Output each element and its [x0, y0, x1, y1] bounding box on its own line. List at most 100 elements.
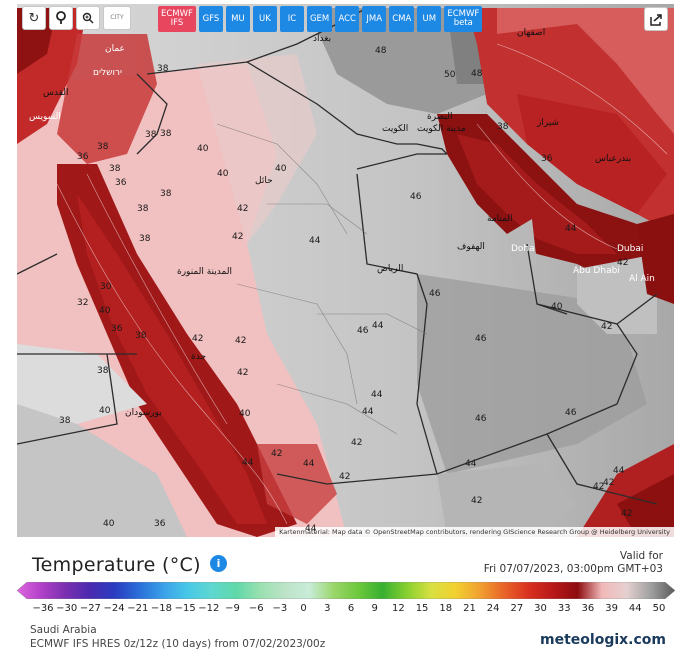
model-button-um[interactable]: UM: [417, 6, 442, 32]
city-label: اصفهان: [517, 28, 546, 38]
temperature-value: 36: [77, 152, 89, 162]
scale-tick: 30: [534, 603, 547, 614]
model-button-acc[interactable]: ACC: [335, 6, 360, 32]
model-button-mu[interactable]: MU: [225, 6, 250, 32]
temperature-value: 46: [475, 334, 487, 344]
temperature-value: 42: [232, 232, 244, 242]
temperature-value: 48: [375, 46, 387, 56]
temperature-value: 44: [465, 459, 477, 469]
temperature-value: 38: [145, 130, 157, 140]
model-label: MU: [231, 13, 245, 24]
temperature-value: 44: [303, 459, 315, 469]
map-tools: ↻ CITY: [22, 6, 131, 31]
temperature-value: 44: [371, 390, 383, 400]
info-icon[interactable]: i: [210, 555, 227, 572]
scale-tick: 44: [628, 603, 642, 614]
scale-tick: −21: [127, 603, 149, 614]
model-button-gfs[interactable]: GFS: [198, 6, 223, 32]
city-label: مدينة الكويت: [417, 124, 466, 134]
scale-tick: −12: [198, 603, 220, 614]
scale-tick: −36: [32, 603, 54, 614]
city-label: Al Ain: [629, 274, 655, 284]
temperature-value: 40: [239, 409, 251, 419]
model-button-gem[interactable]: GEM: [306, 6, 333, 32]
city-label: الرياض: [377, 264, 404, 274]
brand-logo: meteologix.com: [540, 632, 666, 648]
temperature-value: 50: [444, 70, 456, 80]
temperature-value: 40: [217, 169, 229, 179]
temperature-value: 38: [157, 64, 169, 74]
temperature-value: 38: [160, 189, 172, 199]
scale-tick: 33: [557, 603, 571, 614]
temperature-value: 38: [59, 416, 71, 426]
refresh-icon: ↻: [28, 10, 40, 26]
temperature-value: 40: [551, 302, 563, 312]
temperature-value: 46: [429, 289, 441, 299]
model-button-uk[interactable]: UK: [252, 6, 277, 32]
model-button-jma[interactable]: JMA: [362, 6, 387, 32]
valid-time: Valid for Fri 07/07/2023, 03:00pm GMT+03: [484, 550, 663, 576]
temperature-value: 42: [617, 258, 629, 268]
city-label: بندرعباس: [595, 154, 632, 164]
color-scale-ticks: −36 −30 −27 −24 −21 −18 −15 −12 −9 −6 −3 0 3 6 9 12 15 18…: [17, 603, 675, 617]
model-button-ic[interactable]: IC: [279, 6, 304, 32]
temperature-value: 38: [97, 142, 109, 152]
zoom-button[interactable]: [76, 6, 100, 30]
temperature-value: 46: [357, 326, 369, 336]
city-label: بغداد: [313, 34, 332, 44]
city-label: حائل: [255, 176, 273, 186]
temperature-value: 38: [497, 122, 509, 132]
model-button-cma[interactable]: CMA: [389, 6, 415, 32]
temperature-value: 48: [471, 69, 483, 79]
city-label: المنامة: [487, 214, 513, 224]
model-button-ecmwf-ifs[interactable]: ECMWF IFS: [158, 6, 196, 32]
temperature-value: 32: [77, 298, 89, 308]
scale-tick: 3: [324, 603, 331, 614]
share-button[interactable]: [644, 7, 668, 31]
city-toggle-button[interactable]: CITY: [103, 6, 131, 30]
model-selector: ECMWF IFS GFS MU UK IC GEM ACC JMA CMA UM ECMWF beta: [158, 6, 483, 32]
map-attribution: Kartenmaterial: Map data © OpenStreetMap…: [275, 527, 674, 537]
scale-tick: 12: [392, 603, 405, 614]
legend-title: Temperature (°C): [32, 554, 201, 576]
temperature-value: 36: [115, 178, 127, 188]
refresh-button[interactable]: ↻: [22, 6, 46, 30]
city-label: البصرة: [427, 112, 453, 122]
city-label: الهفوف: [457, 242, 485, 252]
scale-tick: 6: [347, 603, 355, 614]
model-label: GEM: [309, 13, 330, 24]
temperature-value: 38: [135, 331, 147, 341]
temperature-value: 36: [111, 324, 123, 334]
temperature-value: 36: [541, 154, 553, 164]
temperature-value: 38: [97, 366, 109, 376]
temperature-value: 42: [603, 478, 615, 488]
scale-tick: −3: [272, 603, 288, 614]
temperature-map[interactable]: Kartenmaterial: Map data © OpenStreetMap…: [17, 4, 674, 537]
model-label: IC: [287, 13, 297, 24]
model-sublabel: beta: [453, 18, 473, 28]
valid-label: Valid for: [619, 550, 663, 562]
temperature-value: 44: [613, 466, 625, 476]
model-label: ACC: [338, 13, 356, 24]
temperature-value: 42: [601, 322, 613, 332]
valid-datetime: Fri 07/07/2023, 03:00pm GMT+03: [483, 563, 663, 575]
color-scale-bar: [17, 582, 675, 599]
temperature-value: 42: [351, 438, 363, 448]
model-label: ECMWF: [161, 9, 193, 19]
scale-tick: 9: [371, 603, 378, 614]
city-label: Dubai: [617, 244, 644, 254]
model-label: ECMWF: [447, 9, 480, 19]
temperature-value: 40: [197, 144, 209, 154]
scale-tick: 15: [415, 603, 429, 614]
zoom-icon: [82, 12, 94, 24]
location-button[interactable]: [49, 6, 73, 30]
temperature-value: 46: [475, 414, 487, 424]
temperature-value: 42: [471, 496, 483, 506]
temperature-value: 42: [271, 449, 283, 459]
model-button-ecmwf-beta[interactable]: ECMWF beta: [444, 6, 483, 32]
city-label: المدينة المنورة: [177, 267, 232, 277]
temperature-value: 42: [621, 509, 633, 519]
share-icon: [650, 13, 662, 26]
city-label: الكويت: [382, 124, 409, 134]
temperature-value: 40: [99, 306, 111, 316]
